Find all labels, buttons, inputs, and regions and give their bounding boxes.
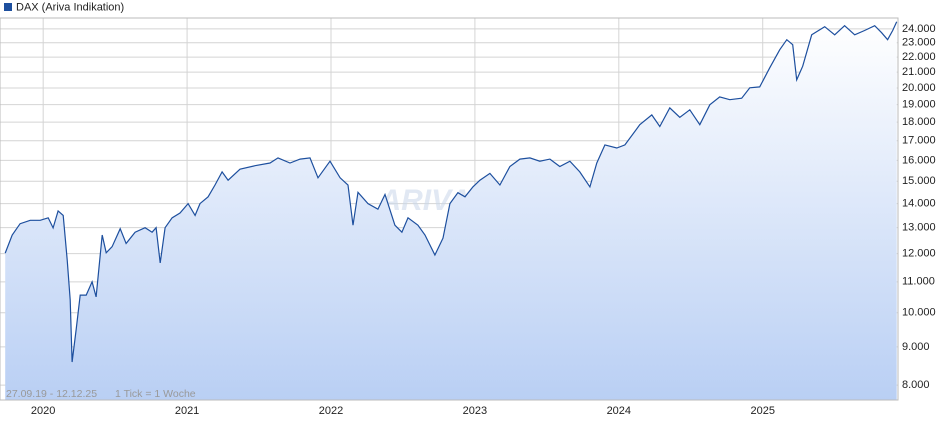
y-tick-label: 23.000	[902, 37, 936, 49]
x-tick-label: 2025	[750, 405, 774, 417]
y-tick-label: 17.000	[902, 135, 936, 147]
area	[5, 21, 897, 400]
y-tick-label: 10.000	[902, 307, 936, 319]
x-tick-label: 2024	[607, 405, 631, 417]
tick-note: 1 Tick = 1 Woche	[115, 388, 196, 400]
y-tick-label: 9.000	[902, 341, 930, 353]
x-tick-label: 2023	[463, 405, 487, 417]
x-tick-label: 2020	[31, 405, 55, 417]
y-tick-label: 18.000	[902, 116, 936, 128]
plot	[4, 21, 898, 400]
y-tick-label: 19.000	[902, 99, 936, 111]
x-tick-label: 2022	[319, 405, 343, 417]
y-tick-label: 16.000	[902, 154, 936, 166]
y-tick-label: 13.000	[902, 222, 936, 234]
line	[4, 21, 898, 363]
y-tick-label: 14.000	[902, 198, 936, 210]
legend-swatch	[4, 3, 12, 11]
x-tick-label: 2021	[175, 405, 199, 417]
y-tick-label: 12.000	[902, 248, 936, 260]
y-tick-label: 24.000	[902, 23, 936, 35]
y-tick-label: 8.000	[902, 379, 930, 391]
date-range-note: 27.09.19 - 12.12.25	[6, 388, 97, 400]
y-tick-label: 15.000	[902, 175, 936, 187]
y-tick-label: 11.000	[902, 276, 935, 288]
plot-frame	[0, 17, 899, 401]
y-tick-label: 21.000	[902, 66, 936, 78]
y-tick-label: 20.000	[902, 82, 936, 94]
legend-label: DAX (Ariva Indikation)	[16, 1, 124, 13]
y-tick-label: 22.000	[902, 51, 936, 63]
